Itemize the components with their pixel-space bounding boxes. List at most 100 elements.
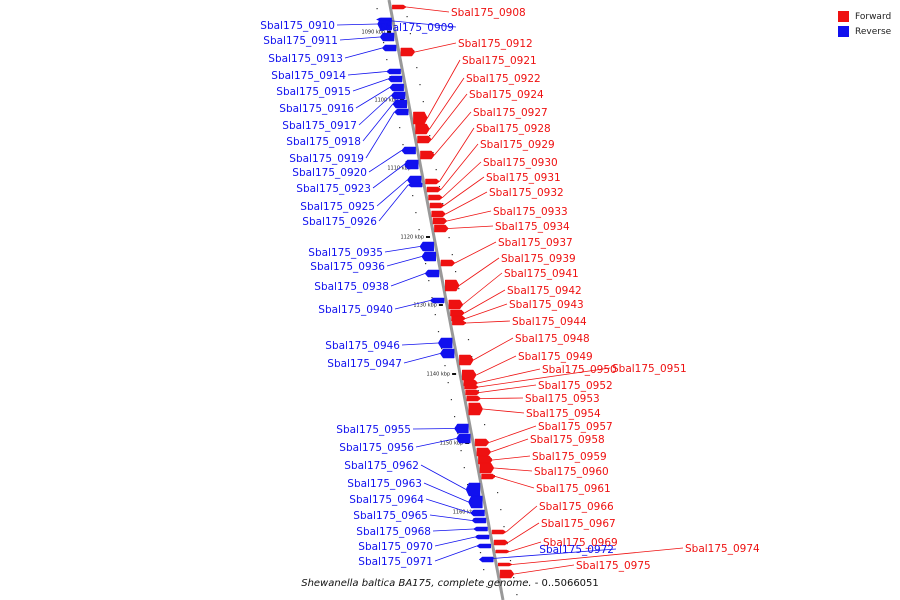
gene-label-sbal175-0975[interactable]: Sbal175_0975 xyxy=(576,560,651,572)
gene-label-sbal175-0923[interactable]: Sbal175_0923 xyxy=(296,183,371,195)
gene-feature-sbal175-0967[interactable] xyxy=(493,539,509,546)
gene-label-sbal175-0956[interactable]: Sbal175_0956 xyxy=(339,442,414,454)
gene-label-sbal175-0964[interactable]: Sbal175_0964 xyxy=(349,494,424,506)
gene-label-sbal175-0955[interactable]: Sbal175_0955 xyxy=(336,424,411,436)
gene-label-sbal175-0954[interactable]: Sbal175_0954 xyxy=(526,408,601,420)
gene-feature-sbal175-0965[interactable] xyxy=(471,517,487,524)
gene-feature-sbal175-0968[interactable] xyxy=(473,526,488,532)
gene-feature-sbal175-0962[interactable] xyxy=(465,482,481,497)
gene-feature-sbal175-0960[interactable] xyxy=(479,462,495,474)
gene-feature-sbal175-0912[interactable] xyxy=(400,47,416,57)
gene-feature-sbal175-0957[interactable] xyxy=(474,438,490,447)
gene-label-sbal175-0959[interactable]: Sbal175_0959 xyxy=(532,451,607,463)
gene-feature-sbal175-0970[interactable] xyxy=(474,534,490,540)
gene-feature-sbal175-0933[interactable] xyxy=(432,217,448,225)
gene-label-sbal175-0946[interactable]: Sbal175_0946 xyxy=(325,340,400,352)
gene-feature-sbal175-0969[interactable] xyxy=(495,549,511,554)
gene-label-sbal175-0926[interactable]: Sbal175_0926 xyxy=(302,216,377,228)
gene-label-sbal175-0918[interactable]: Sbal175_0918 xyxy=(286,136,361,148)
gene-feature-sbal175-0938[interactable] xyxy=(424,269,440,278)
gene-label-sbal175-0971[interactable]: Sbal175_0971 xyxy=(358,556,433,568)
gene-feature-sbal175-0932[interactable] xyxy=(431,210,447,218)
gene-feature-sbal175-0975[interactable] xyxy=(499,569,515,579)
gene-feature-sbal175-0918[interactable] xyxy=(392,99,408,109)
gene-feature-sbal175-0955[interactable] xyxy=(454,423,469,434)
gene-label-sbal175-0958[interactable]: Sbal175_0958 xyxy=(530,434,605,446)
gene-feature-sbal175-0928[interactable] xyxy=(425,178,440,185)
gene-label-sbal175-0931[interactable]: Sbal175_0931 xyxy=(486,172,561,184)
gene-feature-sbal175-0950[interactable] xyxy=(463,379,479,387)
gene-label-sbal175-0914[interactable]: Sbal175_0914 xyxy=(271,70,346,82)
gene-feature-sbal175-0941[interactable] xyxy=(448,299,464,310)
gene-feature-sbal175-0939[interactable] xyxy=(444,279,460,292)
gene-feature-sbal175-0931[interactable] xyxy=(429,202,445,209)
gene-label-sbal175-0947[interactable]: Sbal175_0947 xyxy=(327,358,402,370)
gene-label-sbal175-0974[interactable]: Sbal175_0974 xyxy=(685,543,760,555)
gene-label-sbal175-0909[interactable]: Sbal175_0909 xyxy=(379,22,454,34)
gene-feature-sbal175-0947[interactable] xyxy=(439,348,455,359)
gene-label-sbal175-0949[interactable]: Sbal175_0949 xyxy=(518,351,593,363)
gene-label-sbal175-0924[interactable]: Sbal175_0924 xyxy=(469,89,544,101)
gene-feature-sbal175-0959[interactable] xyxy=(478,455,493,465)
gene-label-sbal175-0962[interactable]: Sbal175_0962 xyxy=(344,460,419,472)
gene-label-sbal175-0972[interactable]: Sbal175_0972 xyxy=(539,544,614,556)
gene-label-sbal175-0917[interactable]: Sbal175_0917 xyxy=(282,120,357,132)
gene-feature-sbal175-0924[interactable] xyxy=(417,135,432,144)
gene-feature-sbal175-0926[interactable] xyxy=(407,182,423,188)
gene-label-sbal175-0913[interactable]: Sbal175_0913 xyxy=(268,53,343,65)
gene-feature-sbal175-0930[interactable] xyxy=(428,194,443,201)
gene-label-sbal175-0927[interactable]: Sbal175_0927 xyxy=(473,107,548,119)
gene-label-sbal175-0908[interactable]: Sbal175_0908 xyxy=(451,7,526,19)
gene-feature-sbal175-0972[interactable] xyxy=(478,556,494,563)
gene-feature-sbal175-0946[interactable] xyxy=(437,337,453,349)
gene-label-sbal175-0910[interactable]: Sbal175_0910 xyxy=(260,20,335,32)
gene-feature-sbal175-0964[interactable] xyxy=(470,509,485,517)
gene-label-sbal175-0951[interactable]: Sbal175_0951 xyxy=(612,363,687,375)
gene-label-sbal175-0957[interactable]: Sbal175_0957 xyxy=(538,421,613,433)
gene-feature-sbal175-0921[interactable] xyxy=(413,111,428,125)
gene-feature-sbal175-0927[interactable] xyxy=(420,150,435,160)
gene-label-sbal175-0948[interactable]: Sbal175_0948 xyxy=(515,333,590,345)
gene-feature-sbal175-0923[interactable] xyxy=(403,159,419,170)
gene-feature-sbal175-0974[interactable] xyxy=(498,562,513,567)
gene-label-sbal175-0968[interactable]: Sbal175_0968 xyxy=(356,526,431,538)
gene-feature-sbal175-0966[interactable] xyxy=(491,529,507,535)
gene-feature-sbal175-0911[interactable] xyxy=(379,32,395,42)
gene-feature-sbal175-0971[interactable] xyxy=(476,543,491,549)
gene-label-sbal175-0921[interactable]: Sbal175_0921 xyxy=(462,55,537,67)
gene-label-sbal175-0937[interactable]: Sbal175_0937 xyxy=(498,237,573,249)
gene-label-sbal175-0960[interactable]: Sbal175_0960 xyxy=(534,466,609,478)
gene-label-sbal175-0930[interactable]: Sbal175_0930 xyxy=(483,157,558,169)
gene-label-sbal175-0939[interactable]: Sbal175_0939 xyxy=(501,253,576,265)
gene-label-sbal175-0944[interactable]: Sbal175_0944 xyxy=(512,316,587,328)
gene-feature-sbal175-0908[interactable] xyxy=(392,4,407,10)
gene-feature-sbal175-0943[interactable] xyxy=(451,315,466,322)
gene-feature-sbal175-0951[interactable] xyxy=(464,384,479,390)
gene-label-sbal175-0970[interactable]: Sbal175_0970 xyxy=(358,541,433,553)
gene-label-sbal175-0912[interactable]: Sbal175_0912 xyxy=(458,38,533,50)
gene-label-sbal175-0967[interactable]: Sbal175_0967 xyxy=(541,518,616,530)
gene-label-sbal175-0929[interactable]: Sbal175_0929 xyxy=(480,139,555,151)
gene-label-sbal175-0935[interactable]: Sbal175_0935 xyxy=(308,247,383,259)
gene-feature-sbal175-0956[interactable] xyxy=(456,433,471,444)
gene-feature-sbal175-0916[interactable] xyxy=(389,83,404,92)
gene-label-sbal175-0952[interactable]: Sbal175_0952 xyxy=(538,380,613,392)
gene-feature-sbal175-0913[interactable] xyxy=(381,44,397,52)
gene-feature-sbal175-0935[interactable] xyxy=(419,241,435,252)
gene-label-sbal175-0919[interactable]: Sbal175_0919 xyxy=(289,153,364,165)
gene-label-sbal175-0932[interactable]: Sbal175_0932 xyxy=(489,187,564,199)
gene-label-sbal175-0911[interactable]: Sbal175_0911 xyxy=(263,35,338,47)
gene-feature-sbal175-0934[interactable] xyxy=(434,224,449,233)
gene-label-sbal175-0916[interactable]: Sbal175_0916 xyxy=(279,103,354,115)
gene-feature-sbal175-0953[interactable] xyxy=(466,395,482,402)
gene-label-sbal175-0963[interactable]: Sbal175_0963 xyxy=(347,478,422,490)
gene-feature-sbal175-0944[interactable] xyxy=(452,320,467,326)
gene-label-sbal175-0925[interactable]: Sbal175_0925 xyxy=(300,201,375,213)
gene-label-sbal175-0933[interactable]: Sbal175_0933 xyxy=(493,206,568,218)
gene-label-sbal175-0969[interactable]: Sbal175_0969 xyxy=(543,537,618,549)
gene-feature-sbal175-0917[interactable] xyxy=(390,91,406,100)
gene-feature-sbal175-0948[interactable] xyxy=(459,354,474,366)
gene-feature-sbal175-0940[interactable] xyxy=(429,297,445,304)
gene-label-sbal175-0943[interactable]: Sbal175_0943 xyxy=(509,299,584,311)
gene-feature-sbal175-0958[interactable] xyxy=(476,447,492,457)
